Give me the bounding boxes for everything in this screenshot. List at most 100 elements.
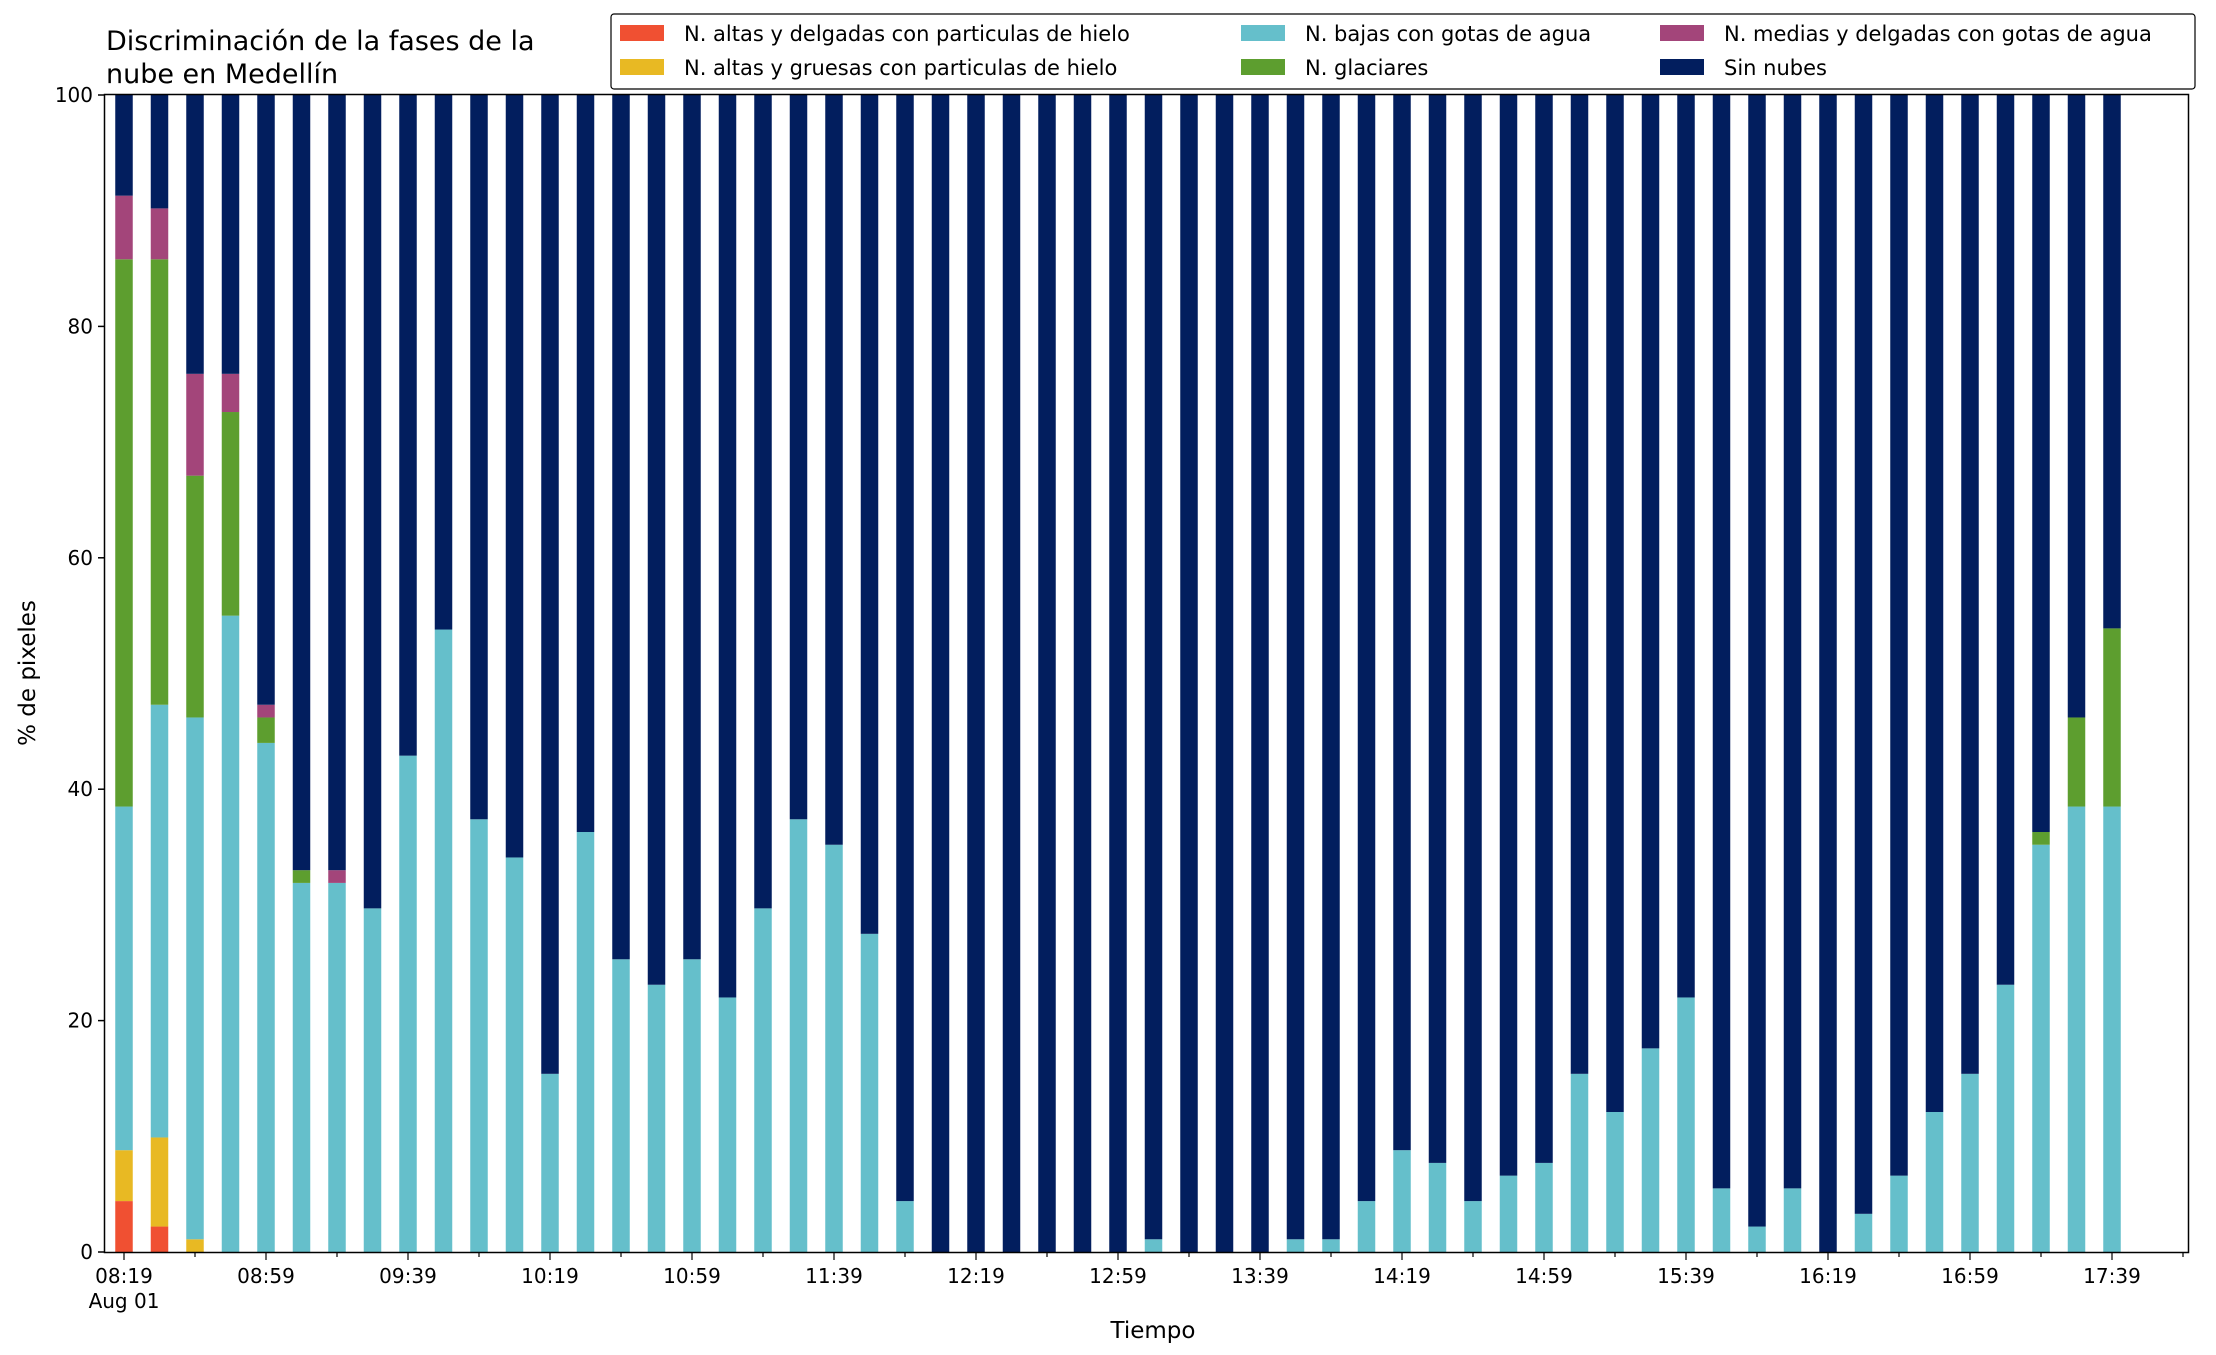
bar-segment — [1464, 95, 1482, 1202]
bar-segment — [470, 819, 488, 1252]
bar-segment — [825, 844, 843, 1252]
bar-segment — [257, 95, 275, 705]
bar-segment — [1322, 1239, 1340, 1252]
bar-segment — [1038, 95, 1056, 1252]
bar-segment — [399, 95, 417, 756]
x-tick-label: 13:39 — [1231, 1264, 1289, 1288]
legend-label: N. medias y delgadas con gotas de agua — [1724, 22, 2152, 46]
legend-swatch — [1241, 59, 1285, 75]
bar-segment — [754, 95, 772, 909]
bar-segment — [1890, 95, 1908, 1176]
bar-segment — [1748, 1226, 1766, 1252]
bar-segment — [1180, 95, 1198, 1252]
bar-segment — [1570, 95, 1589, 1074]
bar-segment — [1357, 95, 1376, 1202]
bar-segment — [1677, 997, 1695, 1252]
legend-label: N. altas y delgadas con particulas de hi… — [684, 22, 1130, 46]
bar-segment — [150, 704, 169, 1138]
bar-segment — [221, 373, 240, 413]
bar-segment — [363, 908, 382, 1252]
bar-segment — [647, 984, 666, 1252]
bar-segment — [1748, 95, 1766, 1227]
bar-segment — [186, 95, 204, 374]
bar-segment — [1890, 1175, 1908, 1252]
bar-segment — [292, 870, 311, 883]
x-axis: 08:19 08:59 09:39 10:19 10:59 11:39 12:19 12:59… — [89, 1252, 2184, 1313]
bar-segment — [576, 95, 595, 833]
x-tick-label: 14:59 — [1515, 1264, 1573, 1288]
bar-segment — [115, 195, 133, 260]
bar-segment — [186, 475, 204, 718]
x-tick-label: 12:59 — [1089, 1264, 1147, 1288]
bar-segment — [541, 95, 559, 1074]
legend-label: Sin nubes — [1724, 56, 1827, 80]
bar-segment — [1464, 1201, 1482, 1252]
x-tick-label: 11:39 — [805, 1264, 863, 1288]
x-tick-label: 14:19 — [1373, 1264, 1431, 1288]
bar-segment — [1712, 1188, 1731, 1252]
legend-swatch — [620, 25, 664, 41]
bar-segment — [896, 1201, 914, 1252]
bar-segment — [2103, 628, 2121, 807]
bar-segment — [1286, 1239, 1305, 1252]
bar-segment — [718, 997, 737, 1252]
bar-segment — [150, 1226, 169, 1252]
bar-segment — [647, 95, 666, 985]
x-axis-label: Tiempo — [1110, 1318, 1196, 1344]
bar-segment — [1144, 1239, 1163, 1252]
bar-segment — [860, 933, 879, 1252]
bar-segment — [115, 95, 133, 196]
bar-segment — [789, 95, 808, 820]
y-tick-label: 80 — [68, 314, 93, 338]
bar-segment — [2032, 832, 2050, 845]
bar-segment — [1925, 95, 1944, 1112]
y-tick-label: 100 — [55, 83, 93, 107]
bar-segment — [470, 95, 488, 820]
y-tick-label: 20 — [68, 1009, 93, 1033]
bar-segment — [363, 95, 382, 909]
x-tick-label: 08:59 — [237, 1264, 295, 1288]
bar-segment — [328, 870, 346, 883]
bar-segment — [1677, 95, 1695, 998]
bar-segment — [2067, 95, 2086, 718]
bar-segment — [1499, 1175, 1518, 1252]
bar-segment — [257, 704, 275, 718]
bar-segment — [896, 95, 914, 1202]
x-tick-label: 16:19 — [1799, 1264, 1857, 1288]
bar-segment — [399, 755, 417, 1252]
bar-segment — [1783, 95, 1802, 1189]
bar-segment — [1357, 1201, 1376, 1252]
y-tick-label: 40 — [68, 777, 93, 801]
bar-segment — [1393, 1150, 1411, 1252]
bar-segment — [1783, 1188, 1802, 1252]
bar-segment — [1002, 95, 1021, 1252]
x-tick-label: 09:39 — [379, 1264, 437, 1288]
bar-segment — [1322, 95, 1340, 1240]
bar-segment — [1606, 1112, 1624, 1252]
bar-segment — [2032, 95, 2050, 833]
bar-segment — [1925, 1112, 1944, 1252]
bar-segment — [292, 882, 311, 1252]
bar-segment — [541, 1073, 559, 1252]
x-tick-label: 17:39 — [2083, 1264, 2141, 1288]
legend-swatch — [620, 59, 664, 75]
x-date-label: Aug 01 — [89, 1289, 160, 1313]
bar-segment — [1535, 1162, 1553, 1252]
bar-segment — [150, 95, 169, 209]
x-tick-label: 12:19 — [947, 1264, 1005, 1288]
bar-segment — [115, 1150, 133, 1202]
bars — [115, 95, 2121, 1252]
bar-segment — [257, 717, 275, 743]
bar-segment — [789, 819, 808, 1252]
bar-segment — [2103, 806, 2121, 1252]
bar-segment — [1641, 95, 1660, 1049]
bar-segment — [1570, 1073, 1589, 1252]
legend-label: N. bajas con gotas de agua — [1305, 22, 1591, 46]
bar-segment — [221, 95, 240, 374]
bar-segment — [576, 832, 595, 1252]
bar-segment — [505, 95, 524, 858]
bar-segment — [1819, 95, 1837, 1252]
bar-segment — [2103, 95, 2121, 629]
bar-segment — [1499, 95, 1518, 1176]
bar-segment — [2067, 806, 2086, 1252]
